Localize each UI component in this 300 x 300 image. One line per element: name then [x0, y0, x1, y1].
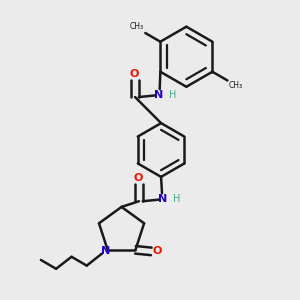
- Text: N: N: [158, 194, 167, 204]
- Text: O: O: [130, 69, 139, 79]
- Text: O: O: [134, 173, 143, 183]
- Text: CH₃: CH₃: [229, 81, 243, 90]
- Text: CH₃: CH₃: [130, 22, 144, 32]
- Text: O: O: [152, 246, 162, 256]
- Text: H: H: [169, 90, 176, 100]
- Text: N: N: [154, 90, 164, 100]
- Text: H: H: [173, 194, 180, 204]
- Text: N: N: [101, 246, 111, 256]
